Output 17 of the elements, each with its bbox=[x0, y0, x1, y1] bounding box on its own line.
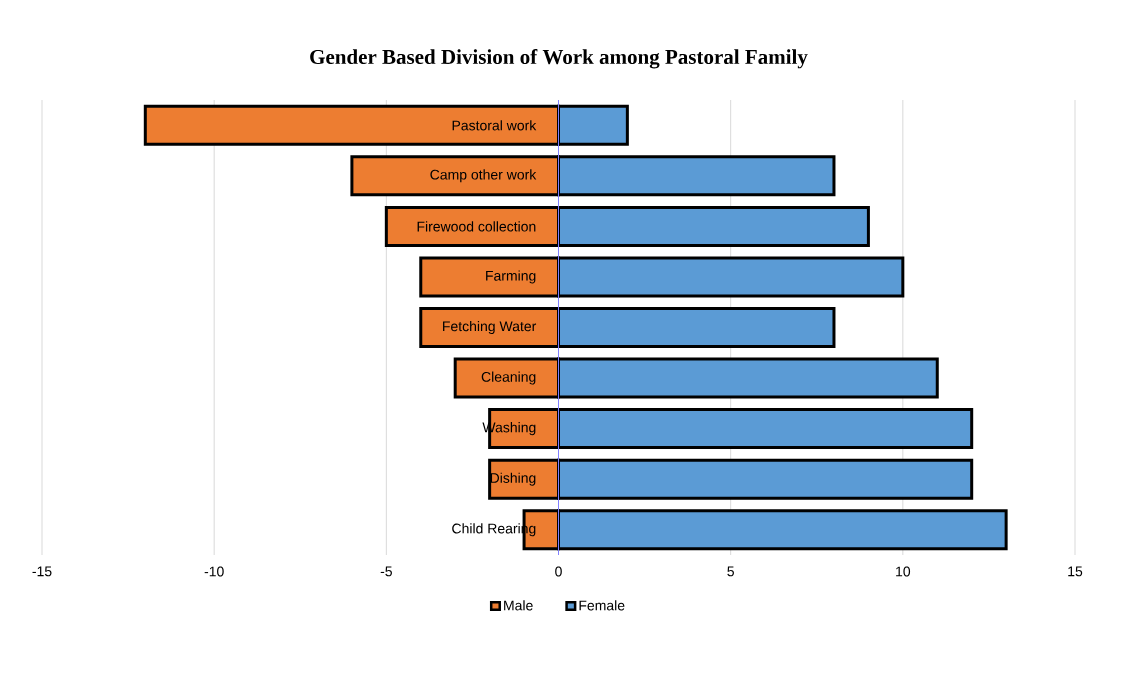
x-tick-label: 15 bbox=[1068, 566, 1083, 577]
y-tick-label: Pastoral work bbox=[452, 120, 537, 131]
x-tick-label: -10 bbox=[204, 566, 224, 577]
x-tick-label: 10 bbox=[896, 566, 911, 577]
y-tick-label: Firewood collection bbox=[417, 221, 536, 232]
y-tick-label: Fetching Water bbox=[443, 320, 537, 335]
y-tick-label: Dishing bbox=[490, 472, 536, 486]
chart-title: Gender Based Division of Work among Pastoral Family bbox=[310, 49, 808, 69]
legend-label: Female bbox=[579, 600, 625, 611]
x-tick-label: 5 bbox=[727, 566, 734, 577]
y-tick-label: Camp other work bbox=[430, 169, 537, 183]
x-tick-label: -5 bbox=[380, 566, 392, 577]
y-tick-label: Cleaning bbox=[481, 371, 536, 385]
x-tick-label: -15 bbox=[32, 566, 52, 577]
y-tick-label: Farming bbox=[486, 270, 536, 284]
legend-label: Male bbox=[504, 600, 533, 611]
x-tick-label: 0 bbox=[555, 566, 562, 577]
